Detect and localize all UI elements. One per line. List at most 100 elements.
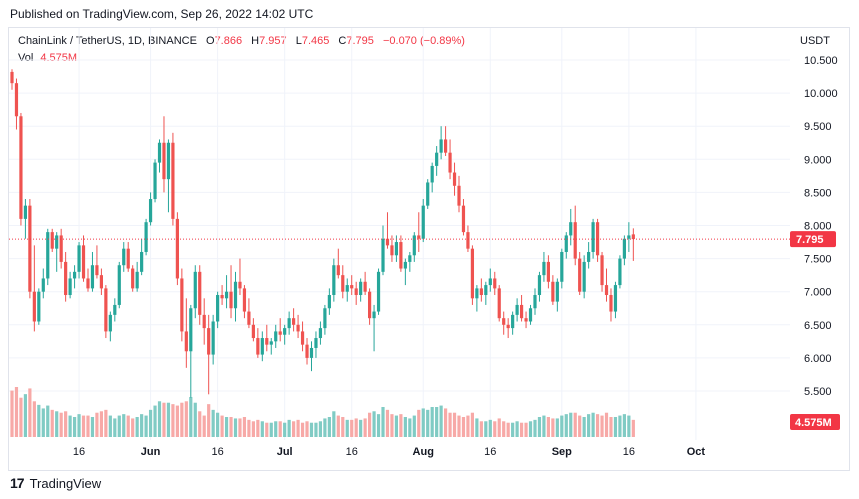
- brand-name[interactable]: TradingView: [29, 475, 102, 491]
- candle: [314, 331, 318, 358]
- volume-bar: [148, 409, 153, 437]
- candle: [283, 324, 287, 345]
- candle: [421, 199, 425, 243]
- symbol-name[interactable]: ChainLink / TetherUS, 1D, BINANCE: [18, 35, 197, 47]
- volume-bar: [108, 415, 112, 437]
- candle: [439, 126, 443, 160]
- volume-bar: [211, 409, 215, 437]
- volume-bar: [426, 409, 430, 437]
- candle: [390, 235, 394, 262]
- candle: [381, 225, 385, 276]
- candle: [251, 318, 255, 342]
- volume-bar: [260, 421, 264, 437]
- volume-bar: [287, 419, 291, 437]
- candle: [332, 258, 336, 302]
- candle: [274, 324, 278, 348]
- candle: [345, 278, 349, 302]
- x-tick-label: 16: [623, 446, 635, 458]
- currency-label: USDT: [800, 35, 830, 47]
- candle: [430, 162, 434, 193]
- volume-bar: [515, 421, 519, 437]
- volume-bar: [153, 405, 157, 437]
- volume-bar: [493, 421, 497, 437]
- candle: [86, 268, 90, 292]
- volume-bar: [233, 418, 238, 437]
- candle: [131, 265, 135, 292]
- volume-bar: [10, 390, 14, 437]
- volume-bar: [475, 418, 479, 437]
- candle: [265, 324, 269, 352]
- volume-bar: [318, 421, 323, 437]
- volume-bar: [332, 411, 336, 437]
- volume-bar: [265, 422, 269, 437]
- volume-bar: [117, 415, 121, 437]
- candle: [560, 248, 564, 289]
- candle: [452, 162, 457, 196]
- y-tick-label: 10.500: [804, 55, 838, 67]
- candle: [604, 268, 609, 302]
- candle: [32, 245, 36, 332]
- volume-bar: [41, 408, 45, 437]
- volume-bar: [37, 404, 41, 437]
- candle: [426, 179, 430, 209]
- volume-bar: [144, 415, 148, 437]
- volume-bar: [506, 422, 510, 437]
- volume-bar: [604, 412, 609, 437]
- volume-bar: [408, 418, 412, 437]
- volume-bar: [582, 417, 586, 437]
- candle: [537, 271, 542, 302]
- volume-bar: [300, 422, 305, 437]
- volume-bar: [618, 415, 622, 437]
- y-tick-label: 7.000: [804, 287, 832, 299]
- x-tick-label: Jun: [141, 446, 161, 458]
- volume-bar: [430, 407, 434, 437]
- candle: [198, 265, 202, 325]
- volume-legend: Vol 4.575M: [18, 52, 77, 64]
- volume-bar: [368, 412, 372, 437]
- last-price-text: 7.795: [796, 234, 824, 246]
- volume-bar: [587, 414, 591, 437]
- candle: [292, 308, 296, 332]
- x-tick-label: 16: [211, 446, 223, 458]
- candle: [278, 318, 282, 342]
- x-tick-label: Jul: [277, 446, 293, 458]
- y-tick-label: 6.000: [804, 353, 832, 365]
- footer-branding: 17 TradingView: [10, 475, 101, 491]
- candle: [385, 212, 390, 249]
- candle: [591, 218, 595, 259]
- volume-bar: [68, 415, 72, 437]
- volume-bar: [381, 407, 385, 437]
- volume-bar: [64, 411, 68, 437]
- volume-bar: [537, 417, 542, 437]
- volume-bar: [193, 402, 197, 437]
- candle: [184, 298, 188, 368]
- x-tick-label: Aug: [413, 446, 434, 458]
- candle: [126, 242, 130, 272]
- volume-bar: [251, 421, 255, 437]
- candle: [323, 304, 327, 335]
- volume-bar: [399, 414, 403, 437]
- volume-bar: [573, 412, 577, 437]
- volume-bar: [448, 412, 452, 437]
- volume-bar: [591, 412, 595, 437]
- candle: [166, 139, 171, 213]
- volume-bar: [528, 421, 533, 437]
- candle: [64, 251, 68, 302]
- volume-bar: [323, 418, 327, 437]
- x-axis-labels: 16 Jun 16 Jul 16 Aug 16 Sep 16 Oct: [73, 446, 705, 458]
- candle: [72, 265, 77, 289]
- candle: [466, 225, 470, 252]
- x-tick-label: 16: [346, 446, 358, 458]
- candle: [359, 278, 363, 302]
- candle: [59, 228, 63, 269]
- volume-bar: [488, 419, 492, 437]
- volume-bar: [305, 421, 309, 437]
- candle: [108, 311, 112, 342]
- candle: [350, 275, 354, 296]
- volume-bar: [363, 418, 367, 437]
- volume-bar: [470, 412, 475, 437]
- volume-bar: [131, 418, 135, 437]
- candle: [341, 265, 345, 299]
- volume-bar: [171, 404, 175, 437]
